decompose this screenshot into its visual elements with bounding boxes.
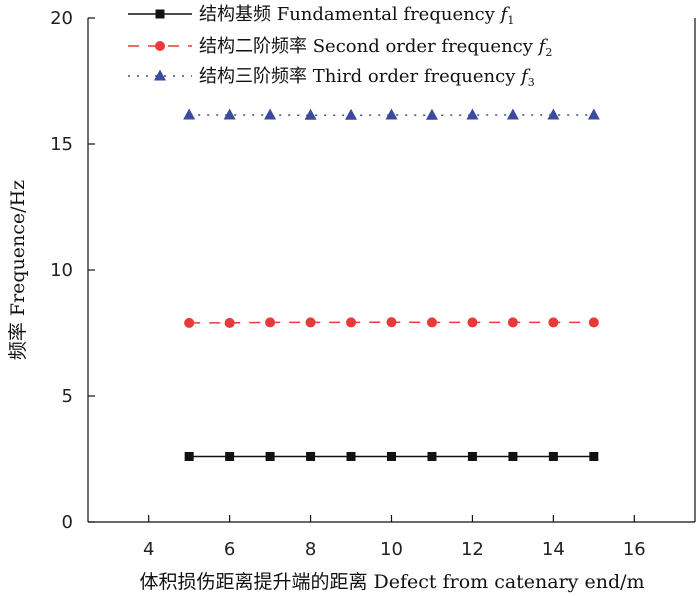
x-tick-label: 12 — [461, 539, 484, 560]
series-layer — [183, 108, 600, 461]
legend-marker — [154, 69, 166, 81]
series-2-point — [588, 317, 599, 328]
legend-label: 结构二阶频率 Second order frequency f2 — [199, 36, 552, 59]
series-3-point — [264, 108, 277, 120]
series-3 — [183, 108, 600, 120]
y-tick-label: 0 — [62, 512, 73, 533]
series-1-point — [346, 451, 356, 461]
series-2-point — [548, 317, 559, 328]
series-3-point — [304, 108, 317, 120]
legend-entry-3: 结构三阶频率 Third order frequency f3 — [128, 66, 535, 89]
x-tick-label: 6 — [224, 539, 235, 560]
series-1-point — [589, 451, 599, 461]
series-3-point — [345, 108, 358, 120]
series-3-point — [385, 108, 398, 120]
series-1-point — [184, 451, 194, 461]
y-tick-label: 15 — [50, 134, 73, 155]
legend: 结构基频 Fundamental frequency f1 结构二阶频率 Seco… — [128, 4, 552, 89]
y-tick-label: 20 — [50, 8, 73, 29]
y-axis-title: 频率 Frequence/Hz — [7, 180, 29, 360]
series-1-point — [265, 451, 275, 461]
series-1-point — [387, 451, 396, 461]
x-axis-title: 体积损伤距离提升端的距离 Defect from catenary end/m — [139, 571, 644, 593]
y-tick-label: 5 — [62, 386, 73, 407]
legend-label: 结构基频 Fundamental frequency f1 — [199, 4, 514, 27]
series-3-point — [223, 108, 236, 120]
series-1-point — [508, 451, 518, 461]
series-2-point — [467, 317, 478, 328]
series-3-point — [466, 108, 479, 120]
legend-label: 结构三阶频率 Third order frequency f3 — [199, 66, 535, 89]
series-1-point — [427, 451, 437, 461]
series-3-point — [183, 108, 196, 120]
x-tick-label: 16 — [623, 539, 646, 560]
series-1-point — [548, 451, 558, 461]
legend-marker — [155, 9, 165, 19]
x-tick-label: 10 — [380, 539, 403, 560]
x-tick-label: 8 — [305, 539, 316, 560]
series-1-point — [225, 451, 235, 461]
series-3-point — [425, 108, 438, 120]
series-3-point — [547, 108, 560, 120]
x-tick-label: 14 — [542, 539, 565, 560]
series-2-point — [184, 317, 195, 328]
series-3-point — [506, 108, 519, 120]
series-1 — [184, 451, 599, 461]
series-2-point — [386, 317, 397, 328]
x-tick-label: 4 — [143, 539, 154, 560]
series-2-point — [224, 317, 235, 328]
legend-marker — [155, 41, 165, 51]
series-2 — [184, 317, 599, 328]
series-2-point — [265, 317, 276, 328]
series-1-point — [306, 451, 316, 461]
y-tick-label: 10 — [50, 260, 73, 281]
series-2-point — [507, 317, 518, 328]
series-2-point — [426, 317, 437, 328]
axes: 0 5 10 15 20 4 6 8 10 12 14 16 — [50, 8, 696, 560]
series-2-point — [346, 317, 357, 328]
series-3-point — [587, 108, 600, 120]
series-1-point — [467, 451, 477, 461]
legend-entry-2: 结构二阶频率 Second order frequency f2 — [128, 36, 552, 59]
series-2-point — [305, 317, 316, 328]
legend-entry-1: 结构基频 Fundamental frequency f1 — [128, 4, 514, 27]
